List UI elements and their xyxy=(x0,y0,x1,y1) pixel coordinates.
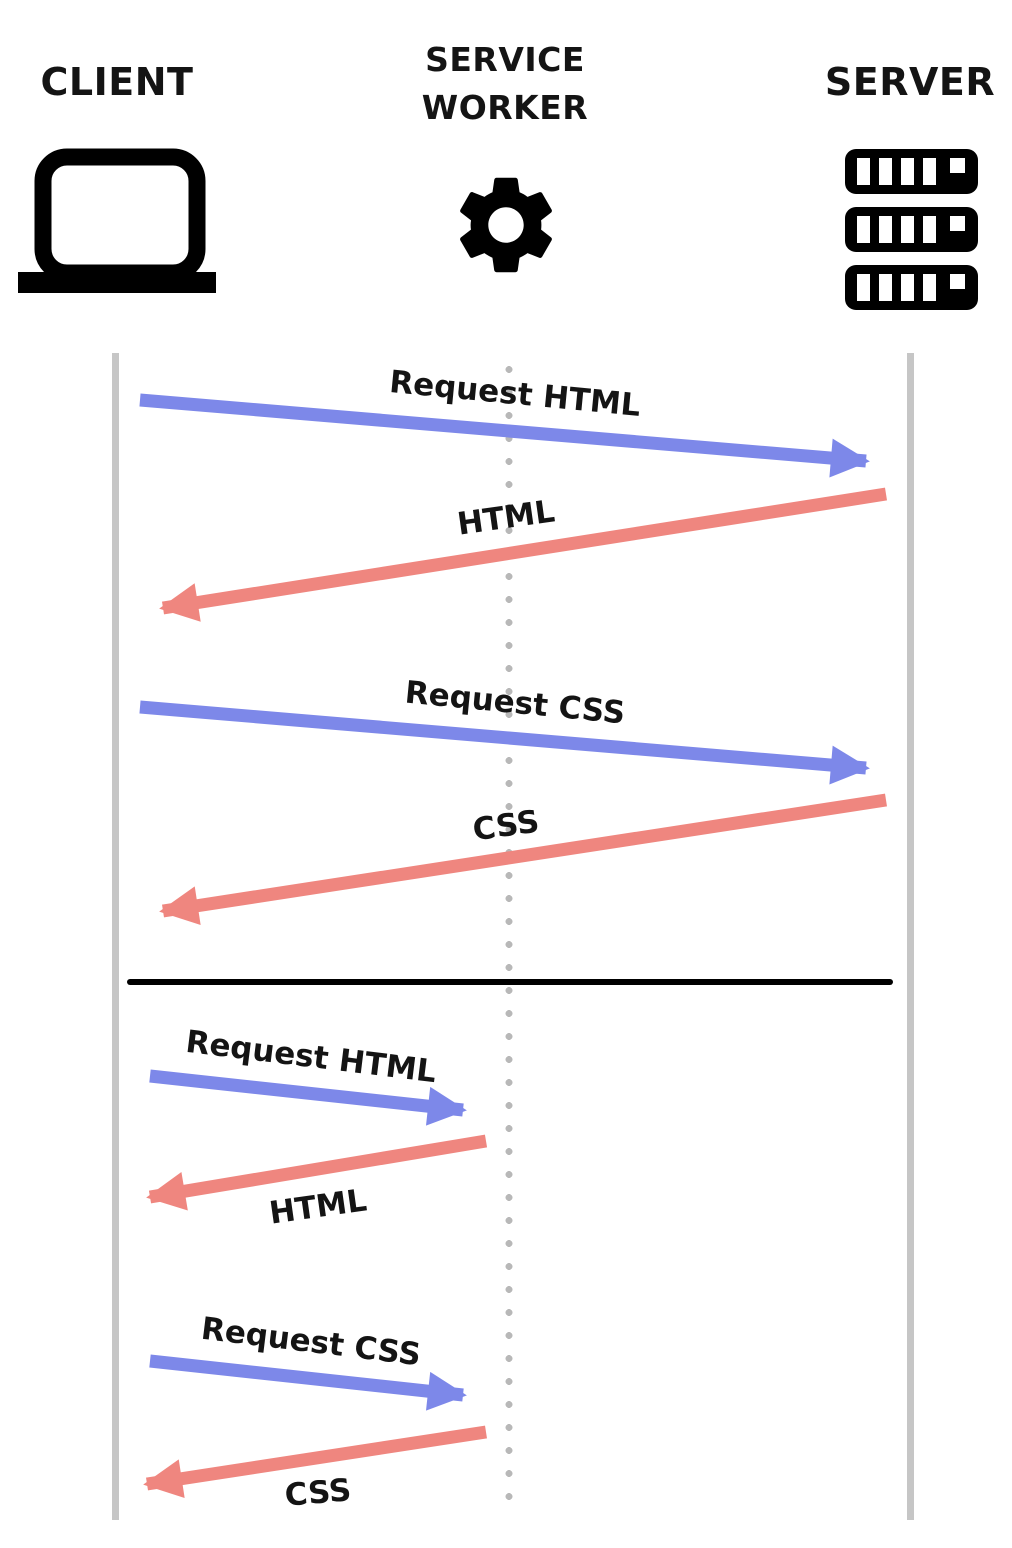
laptop-icon xyxy=(18,148,216,293)
lifeline-service-worker xyxy=(505,358,513,1516)
arrow-css-from-sw xyxy=(143,1425,487,1498)
section-divider xyxy=(127,979,893,985)
arrow-request-css-sw xyxy=(149,1354,467,1411)
server-icon xyxy=(845,149,978,310)
arrow-html-from-sw xyxy=(146,1134,488,1211)
gear-icon xyxy=(460,177,552,273)
arrow-html-from-server xyxy=(159,487,888,622)
lifeline-server xyxy=(907,353,914,1520)
lifeline-client xyxy=(112,353,119,1520)
arrow-request-html-server xyxy=(139,393,870,478)
arrow-css-from-server xyxy=(159,793,887,925)
actor-label-client: CLIENT xyxy=(40,60,194,104)
actor-label-service-worker: SERVICE WORKER xyxy=(375,36,635,132)
actor-label-service-worker-line2: WORKER xyxy=(421,87,589,127)
arrow-request-html-sw xyxy=(149,1069,467,1126)
message-label-css-2: CSS xyxy=(283,1472,353,1514)
actor-label-server: SERVER xyxy=(824,60,996,104)
arrow-request-css-server xyxy=(139,700,870,785)
actor-label-service-worker-line1: SERVICE xyxy=(425,40,585,79)
